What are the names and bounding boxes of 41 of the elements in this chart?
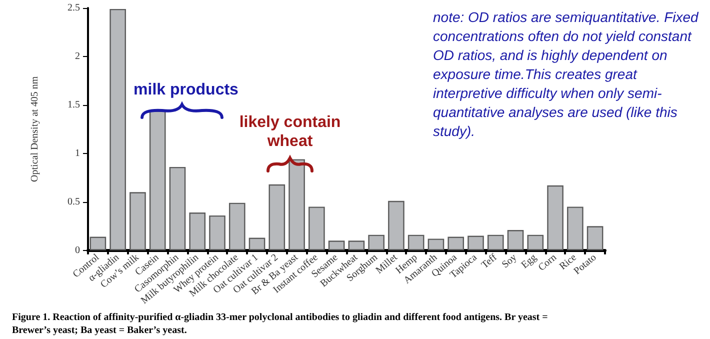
bar [388,200,404,250]
annotation: milk products [132,80,240,100]
bar [130,192,146,250]
bar [368,234,384,250]
bar [487,234,504,250]
x-tick-label: Soy [500,252,520,271]
bar [448,236,464,250]
annotation: likely contain wheat [238,113,342,151]
x-tick-label: Corn [536,252,559,274]
bar [228,202,246,250]
y-axis-title: Optical Density at 405 nm [30,76,40,182]
y-tick-label: 1 [75,148,80,159]
bar [408,234,424,250]
x-tick-label: Egg [520,252,539,271]
bar [428,238,444,250]
y-tick-label: 2.5 [68,2,80,14]
bar [527,234,544,250]
bar [288,159,305,250]
bar [586,226,604,250]
y-tick-label: 2 [75,50,80,62]
y-tick-label: 0 [75,244,80,256]
bar [328,240,345,250]
bar [348,240,365,250]
bar [189,212,206,250]
bar [149,110,166,250]
y-tick-label: 0.5 [68,196,80,208]
annotation: note: OD ratios are semiquantitative. Fixed concentrations often do not yield constant OD ratios, and is highly dependent on exposure time.This creates great interpretive difficulty when only semi-quantitative analyses are used (like this study). [433,8,700,141]
bar [90,236,106,250]
bar [268,184,286,250]
bar [169,166,186,250]
bar [567,206,584,250]
bar [468,236,484,250]
bar [110,8,126,250]
bar [547,185,564,250]
bar [248,238,266,250]
bar [308,206,325,250]
bar [507,230,524,250]
caption: Figure 1. Reaction of affinity-purified α-gliadin 33-mer polyclonal antibodies to gliadin and different food antigens. Br yeast = Brewer’s yeast; Ba yeast = Baker’s yeast. [12,311,549,337]
y-tick-label: 1.5 [68,99,80,110]
x-tick-label: Teff [480,252,500,272]
bar [209,215,226,250]
